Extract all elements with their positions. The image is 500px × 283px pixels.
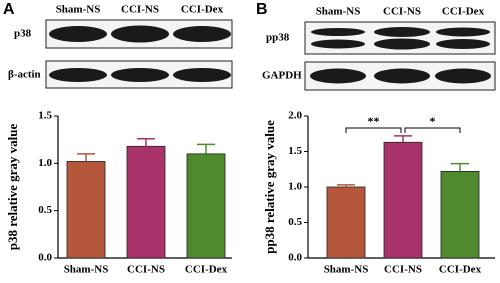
x-tick-label: Sham-NS (324, 264, 369, 276)
bar (66, 161, 106, 259)
significance-bracket (345, 127, 402, 133)
y-tick-label: 0.0 (288, 252, 302, 264)
x-tick-label: CCI-NS (127, 264, 165, 276)
blot (304, 21, 496, 91)
x-tick-label: CCI-Dex (185, 264, 228, 276)
x-tick-label: Sham-NS (64, 264, 109, 276)
blot-label: GAPDH (262, 70, 302, 82)
blot-label: p38 (14, 28, 32, 40)
blot (45, 19, 233, 89)
y-tick-label: 1.0 (288, 181, 302, 193)
bar (326, 186, 366, 259)
y-tick-label: 1.5 (38, 110, 52, 122)
significance-label: ** (368, 114, 380, 128)
lane-label: Sham-NS (316, 6, 361, 18)
y-tick-label: 0.5 (288, 216, 302, 228)
y-tick-label: 0.0 (38, 252, 52, 264)
panel-label: B (256, 1, 268, 18)
lane-label: CCI-Dex (181, 4, 224, 16)
bar (440, 170, 480, 259)
panel-label: A (3, 1, 15, 18)
error-bar (451, 162, 469, 172)
error-bar (137, 137, 155, 147)
error-bar (337, 184, 355, 187)
lane-label: Sham-NS (56, 4, 101, 16)
significance-bracket (404, 127, 461, 133)
blot-label: β-actin (8, 69, 41, 81)
bar (383, 141, 423, 259)
y-tick-label: 1.0 (38, 157, 52, 169)
y-tick-label: 1.5 (288, 145, 302, 157)
bar (126, 145, 166, 259)
y-axis-label: pp38 relative gray value (262, 120, 277, 254)
lane-label: CCI-Dex (442, 6, 485, 18)
error-bar (394, 135, 412, 143)
y-tick-label: 0.5 (38, 204, 52, 216)
significance-label: * (430, 114, 436, 128)
lane-label: CCI-NS (121, 4, 159, 16)
error-bar (77, 153, 95, 162)
x-tick-label: CCI-NS (384, 264, 422, 276)
blot-label: pp38 (266, 32, 290, 44)
x-tick-label: CCI-Dex (439, 264, 482, 276)
lane-label: CCI-NS (383, 6, 421, 18)
bar (186, 153, 226, 259)
error-bar (197, 143, 215, 154)
y-tick-label: 2.0 (288, 110, 302, 122)
y-axis-label: p38 relative gray value (5, 124, 20, 251)
